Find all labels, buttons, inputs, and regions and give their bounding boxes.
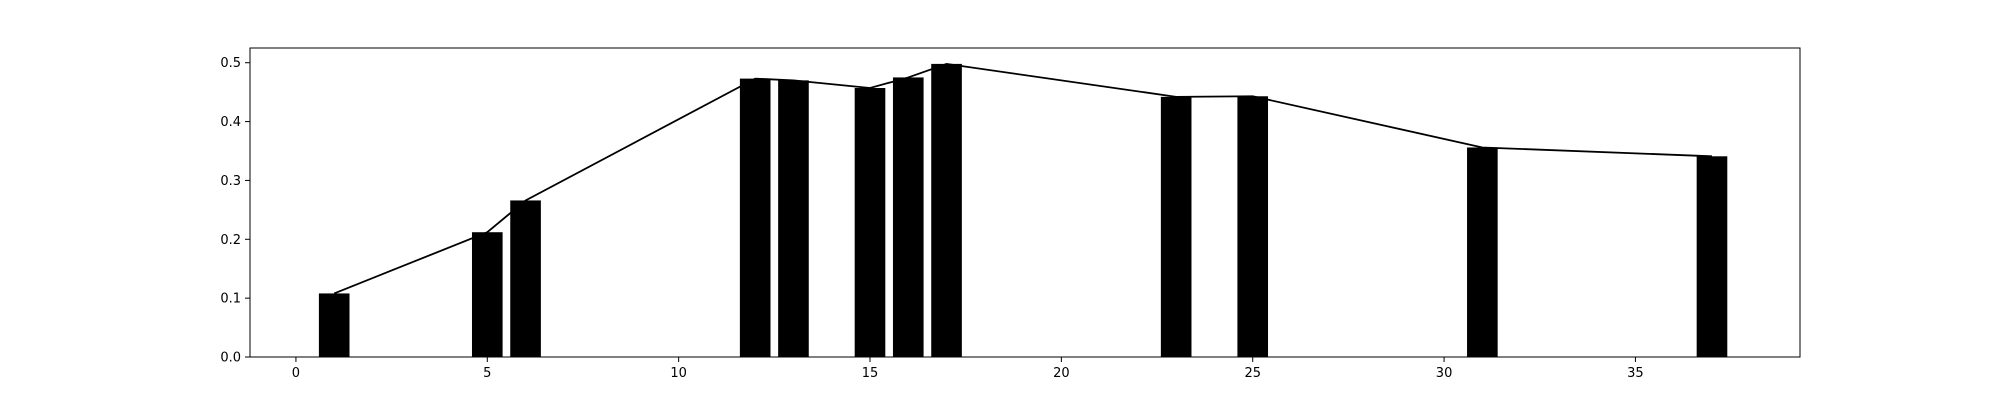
y-tick-label: 0.3 [220, 174, 241, 189]
bar-1 [471, 232, 503, 357]
bar-4 [778, 80, 809, 358]
x-tick-label: 25 [1244, 366, 1261, 381]
x-tick-label: 10 [670, 366, 687, 381]
x-tick-label: 30 [1436, 366, 1453, 381]
x-tick-label: 35 [1627, 366, 1644, 381]
y-tick-label: 0.2 [220, 233, 241, 248]
x-tick-label: 5 [483, 366, 491, 381]
bar-9 [1237, 96, 1269, 357]
bar-0 [318, 293, 350, 357]
y-tick-label: 0.0 [220, 351, 241, 366]
bar-11 [1696, 156, 1728, 357]
bar-7 [931, 63, 962, 357]
bars-group [318, 63, 1728, 358]
bar-6 [892, 77, 924, 358]
line-group [333, 62, 1713, 295]
x-tick-label: 0 [292, 366, 300, 381]
y-tick-label: 0.1 [220, 292, 241, 307]
y-tick-label: 0.5 [220, 56, 241, 71]
x-tick-label: 20 [1053, 366, 1070, 381]
bar-8 [1160, 96, 1192, 357]
bar-3 [739, 78, 771, 358]
y-tick-label: 0.4 [220, 115, 241, 130]
bar-10 [1467, 147, 1498, 357]
bar-5 [854, 88, 886, 358]
axes-frame [249, 47, 1801, 358]
y-axis-ticks: 0.0 0.1 0.2 0.3 0.4 0.5 [220, 56, 250, 366]
x-tick-label: 15 [862, 366, 879, 381]
series-line [333, 62, 1713, 295]
x-axis-ticks: 0 5 10 15 20 25 30 35 [292, 357, 1644, 381]
bar-2 [510, 200, 541, 357]
